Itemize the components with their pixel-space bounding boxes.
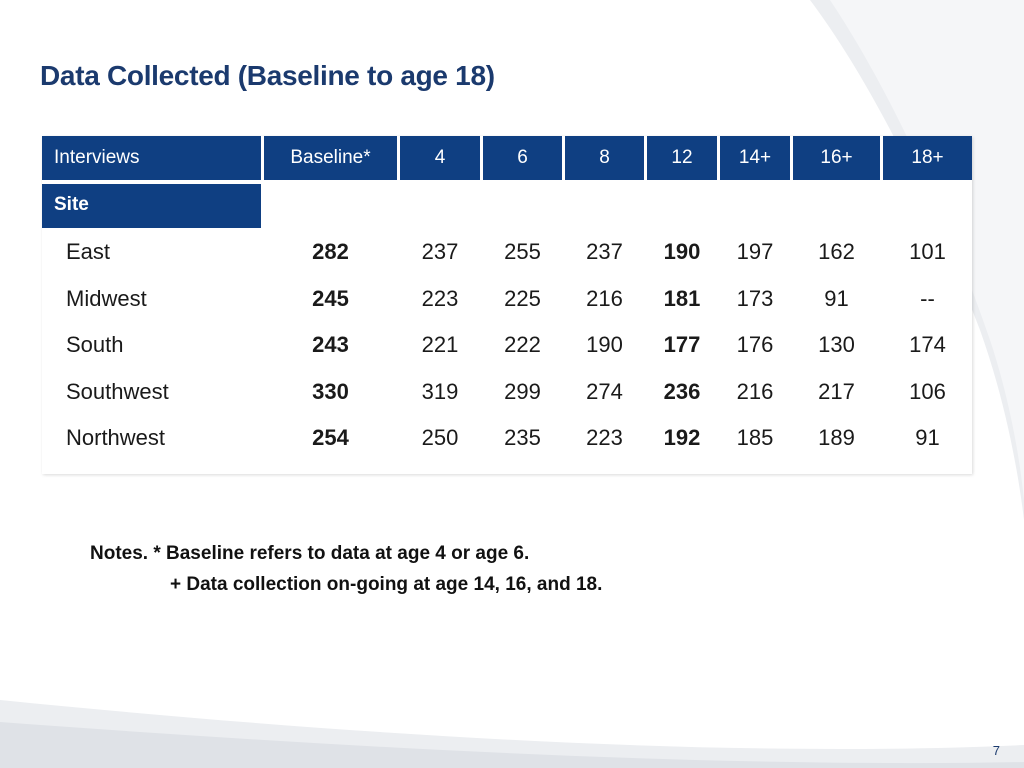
row-site-name: Midwest — [66, 286, 147, 311]
cell-baseline: 243 — [312, 332, 349, 357]
cell-age-4: 221 — [421, 332, 459, 357]
header-interviews: Interviews — [42, 136, 261, 180]
cell-age-14: 173 — [736, 286, 774, 311]
cell-age-18: 101 — [909, 239, 946, 264]
cell-age-16: 189 — [818, 425, 855, 450]
site-label: Site — [42, 184, 261, 228]
cell-age-6: 299 — [504, 379, 541, 404]
table-row: South 243 221 222 190 177 176 130 174 — [42, 322, 972, 368]
cell-age-14: 185 — [736, 425, 774, 450]
cell-age-4: 223 — [421, 286, 459, 311]
row-site-name: Southwest — [66, 379, 169, 404]
cell-age-18: 91 — [915, 425, 940, 450]
cell-age-8: 190 — [586, 332, 623, 357]
cell-age-12: 181 — [663, 286, 701, 311]
cell-age-12: 190 — [663, 239, 701, 264]
cell-age-16: 130 — [818, 332, 855, 357]
cell-age-14: 197 — [736, 239, 774, 264]
cell-age-6: 225 — [504, 286, 541, 311]
slide-title: Data Collected (Baseline to age 18) — [40, 60, 495, 91]
page-number: 7 — [992, 743, 1000, 758]
cell-age-18: 106 — [909, 379, 946, 404]
cell-age-4: 319 — [421, 379, 459, 404]
cell-age-12: 177 — [663, 332, 701, 357]
cell-baseline: 330 — [312, 379, 349, 404]
cell-age-16: 217 — [818, 379, 855, 404]
header-baseline: Baseline* — [264, 136, 397, 180]
cell-baseline: 254 — [312, 425, 349, 450]
cell-age-18: -- — [920, 286, 935, 311]
header-age-14: 14+ — [720, 136, 790, 180]
cell-age-6: 255 — [504, 239, 541, 264]
cell-age-8: 274 — [586, 379, 623, 404]
row-site-name: Northwest — [66, 425, 166, 450]
cell-baseline: 282 — [312, 239, 349, 264]
cell-age-8: 216 — [586, 286, 623, 311]
cell-baseline: 245 — [312, 286, 349, 311]
cell-age-6: 235 — [504, 425, 541, 450]
data-table: Interviews Baseline* 4 6 8 12 14+ 16+ 18… — [42, 136, 972, 474]
notes: Notes. * Baseline refers to data at age … — [90, 538, 602, 600]
header-age-12: 12 — [647, 136, 717, 180]
notes-line-ongoing: + Data collection on-going at age 14, 16… — [170, 574, 603, 595]
notes-line-baseline: Notes. * Baseline refers to data at age … — [90, 543, 530, 564]
table-header-row: Interviews Baseline* 4 6 8 12 14+ 16+ 18… — [42, 136, 972, 180]
header-age-18: 18+ — [883, 136, 972, 180]
cell-age-16: 162 — [818, 239, 855, 264]
row-site-name: East — [66, 239, 111, 264]
cell-age-8: 223 — [586, 425, 623, 450]
table-row: Midwest 245 223 225 216 181 173 91 -- — [42, 276, 972, 322]
cell-age-12: 236 — [663, 379, 701, 404]
cell-age-8: 237 — [586, 239, 623, 264]
table-row: Northwest 254 250 235 223 192 185 189 91 — [42, 415, 972, 461]
cell-age-4: 237 — [421, 239, 459, 264]
table-row: East 282 237 255 237 190 197 162 101 — [42, 229, 972, 275]
cell-age-14: 176 — [736, 332, 774, 357]
table-row: Southwest 330 319 299 274 236 216 217 10… — [42, 369, 972, 415]
cell-age-6: 222 — [504, 332, 541, 357]
cell-age-16: 91 — [824, 286, 849, 311]
header-age-16: 16+ — [793, 136, 880, 180]
cell-age-12: 192 — [663, 425, 701, 450]
cell-age-18: 174 — [909, 332, 946, 357]
cell-age-4: 250 — [421, 425, 459, 450]
header-age-4: 4 — [400, 136, 480, 180]
header-age-6: 6 — [483, 136, 562, 180]
header-age-8: 8 — [565, 136, 644, 180]
cell-age-14: 216 — [736, 379, 774, 404]
row-site-name: South — [66, 332, 124, 357]
